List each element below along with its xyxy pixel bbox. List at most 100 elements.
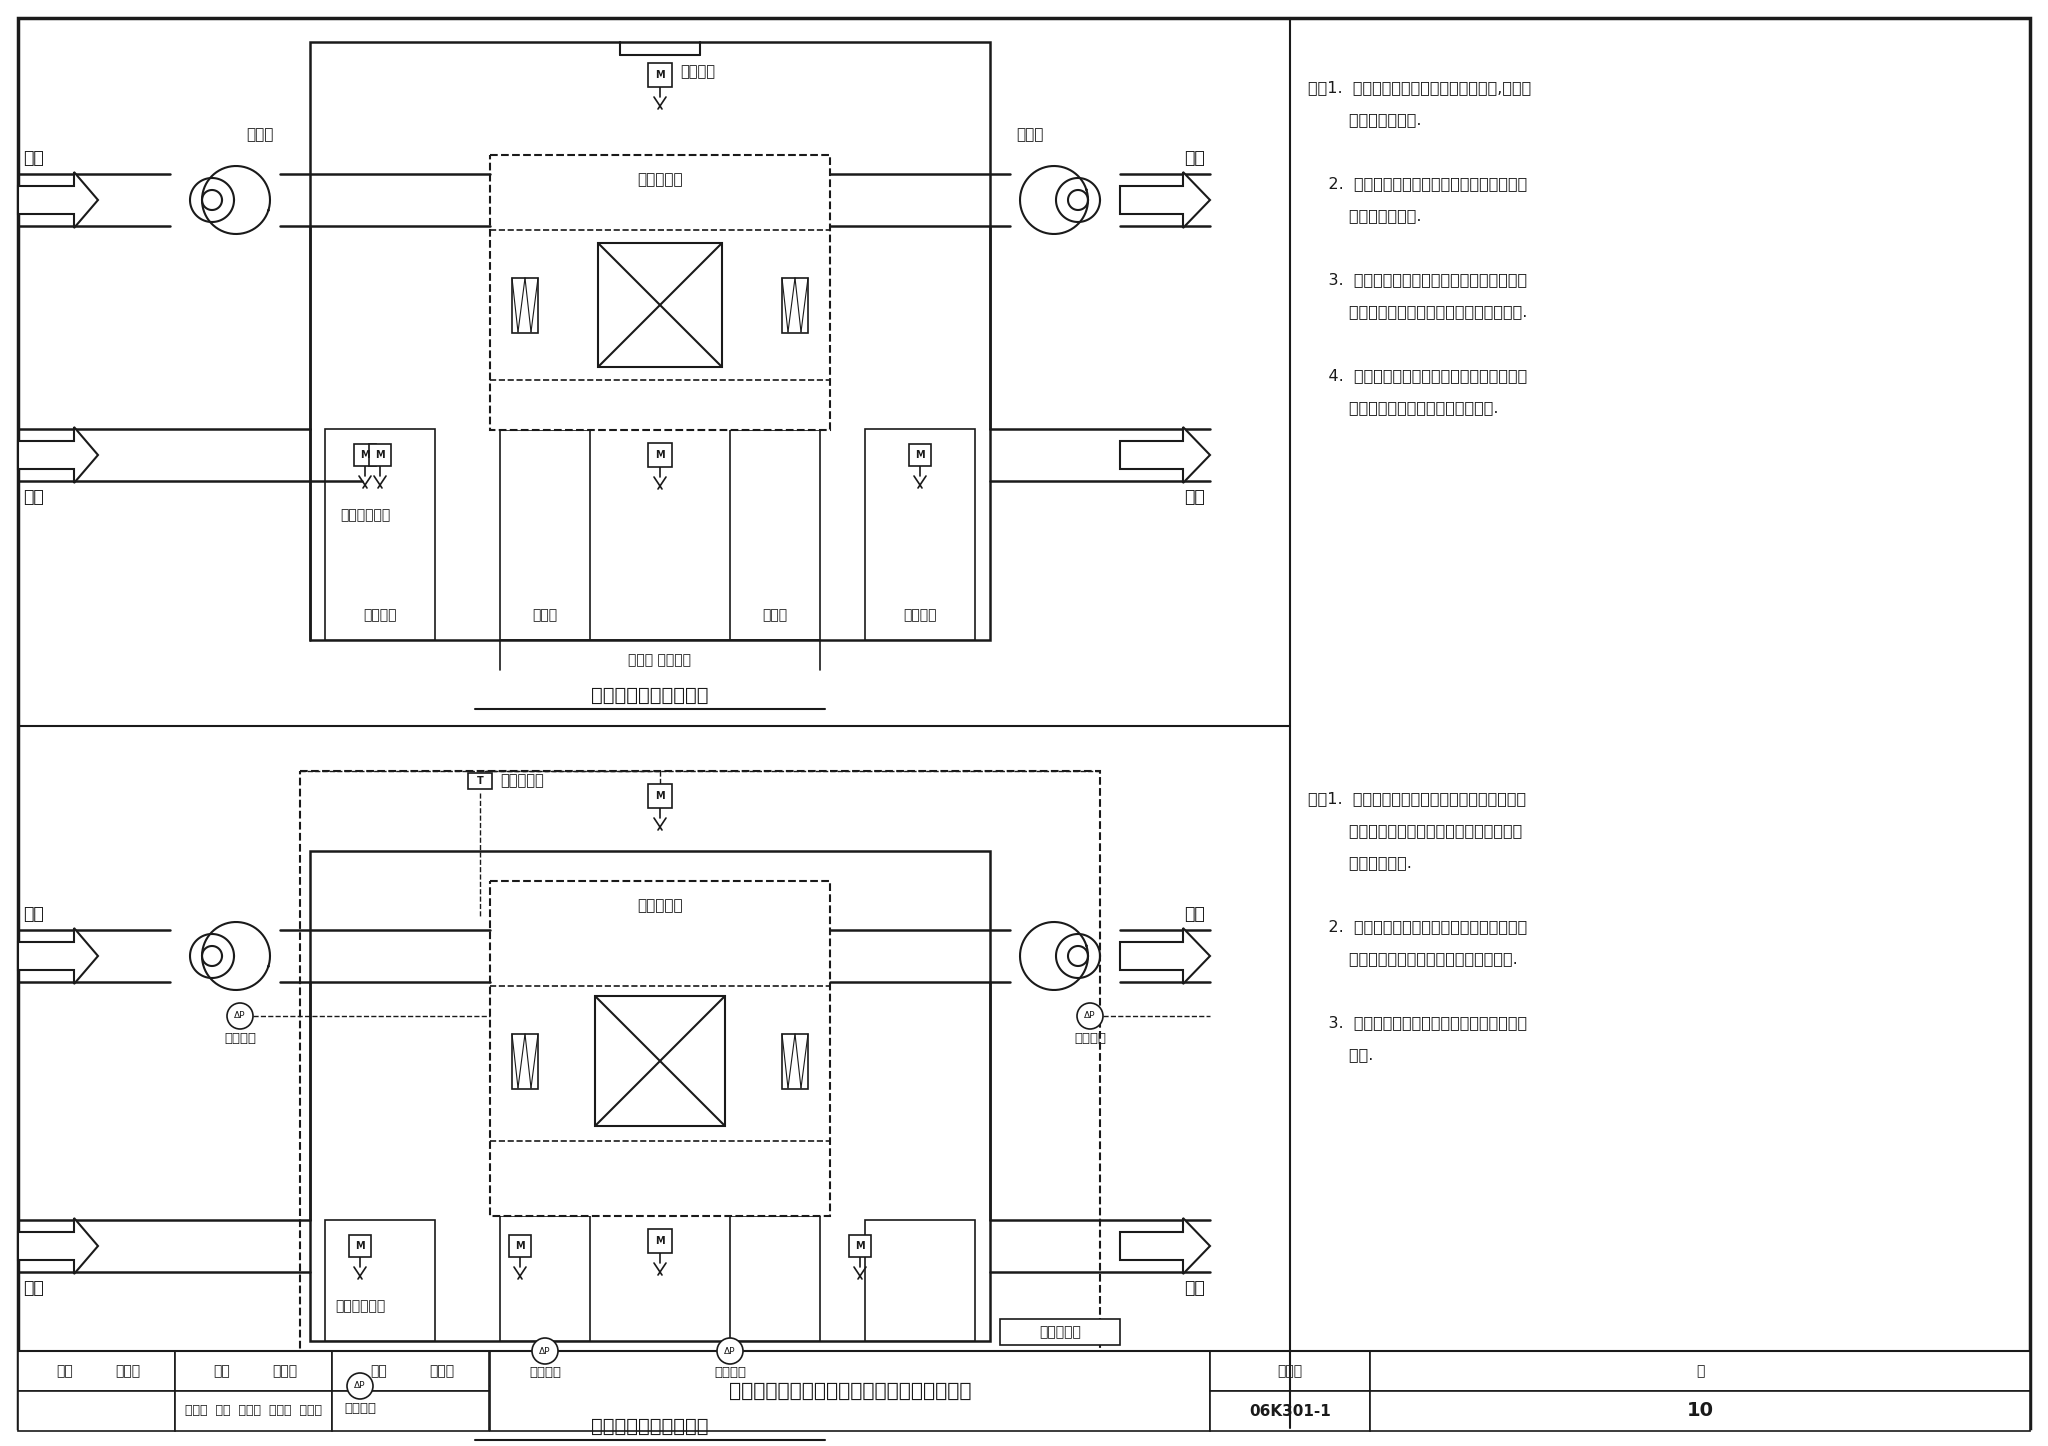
- Bar: [510, 1235, 530, 1257]
- Text: 旁通控制器: 旁通控制器: [1038, 1325, 1081, 1339]
- Bar: [299, 771, 1100, 1387]
- Text: 压差报警: 压差报警: [528, 1366, 561, 1379]
- Bar: [729, 429, 819, 641]
- Bar: [647, 64, 672, 87]
- Bar: [1210, 1351, 1370, 1391]
- Text: 冻的地区，新风入口可不设开关联锁风阀.: 冻的地区，新风入口可不设开关联锁风阀.: [1309, 304, 1528, 320]
- Bar: [596, 996, 725, 1126]
- Text: 注：1.  排风比较干净、不会污染换热器时,排风入: 注：1. 排风比较干净、不会污染换热器时,排风入: [1309, 80, 1532, 95]
- Bar: [1370, 1351, 2030, 1391]
- Bar: [326, 1220, 434, 1340]
- Text: 开关联锁风阀: 开关联锁风阀: [336, 1299, 385, 1313]
- Bar: [782, 1034, 809, 1089]
- Text: 管可不设过滤器.: 管可不设过滤器.: [1309, 208, 1421, 223]
- Bar: [864, 429, 975, 641]
- Text: 送风机: 送风机: [1016, 127, 1044, 143]
- Text: 新风换气机控制原理图: 新风换气机控制原理图: [592, 1417, 709, 1436]
- Text: 过滤器: 过滤器: [762, 607, 788, 622]
- Circle shape: [717, 1338, 743, 1364]
- Text: 送风: 送风: [1184, 905, 1204, 923]
- Text: 压差检测: 压差检测: [223, 1031, 256, 1044]
- Text: 审核: 审核: [57, 1364, 74, 1378]
- Text: 4.  在过渡季节利用全新风或冬季新风供冷不: 4. 在过渡季节利用全新风或冬季新风供冷不: [1309, 367, 1528, 383]
- Bar: [850, 1235, 870, 1257]
- Bar: [489, 155, 829, 429]
- Text: M: M: [655, 69, 666, 80]
- Text: 开启.: 开启.: [1309, 1047, 1374, 1061]
- Polygon shape: [1120, 928, 1210, 983]
- Bar: [332, 1351, 489, 1391]
- Polygon shape: [18, 1218, 98, 1274]
- Bar: [999, 1319, 1120, 1345]
- Bar: [369, 444, 391, 466]
- Text: ΔP: ΔP: [725, 1346, 735, 1355]
- Bar: [647, 1229, 672, 1254]
- Text: 排风: 排风: [23, 149, 43, 166]
- Text: 使用热交换器，此时开启旁通风管.: 使用热交换器，此时开启旁通风管.: [1309, 401, 1499, 415]
- Bar: [1370, 1391, 2030, 1432]
- Text: 开关联锁风阀: 开关联锁风阀: [340, 508, 389, 522]
- Bar: [647, 784, 672, 808]
- Text: 低于设定值时自动关闭风阀及送排风机.: 低于设定值时自动关闭风阀及送排风机.: [1309, 951, 1518, 966]
- Text: 设计: 设计: [371, 1364, 387, 1378]
- Text: 电动风阀: 电动风阀: [903, 607, 936, 622]
- Text: 求选择使用。防霜冻控制器根据各地气候: 求选择使用。防霜冻控制器根据各地气候: [1309, 823, 1522, 839]
- Text: M: M: [516, 1241, 524, 1251]
- Text: 10: 10: [1686, 1401, 1714, 1420]
- Circle shape: [1077, 1004, 1104, 1030]
- Bar: [512, 1034, 539, 1089]
- Bar: [598, 243, 723, 367]
- Text: M: M: [915, 450, 926, 460]
- Text: M: M: [856, 1241, 864, 1251]
- Polygon shape: [1120, 1218, 1210, 1274]
- Bar: [354, 444, 377, 466]
- Polygon shape: [18, 427, 98, 483]
- Text: 页: 页: [1696, 1364, 1704, 1378]
- Text: 过滤器: 过滤器: [532, 607, 557, 622]
- Bar: [864, 1220, 975, 1340]
- Text: M: M: [655, 1236, 666, 1246]
- Bar: [512, 278, 539, 333]
- Text: 排风: 排风: [1184, 487, 1204, 506]
- Text: 送风: 送风: [1184, 149, 1204, 166]
- Polygon shape: [1120, 427, 1210, 483]
- Text: 压差检测: 压差检测: [1073, 1031, 1106, 1044]
- Bar: [1210, 1391, 1370, 1432]
- Text: 压差报警: 压差报警: [715, 1366, 745, 1379]
- Text: 校对: 校对: [213, 1364, 231, 1378]
- Text: 李远学  校对  栾长辉  殷德刚  殷德刚: 李远学 校对 栾长辉 殷德刚 殷德刚: [184, 1404, 322, 1417]
- Text: 排风: 排风: [1184, 1280, 1204, 1297]
- Text: 2.  开关风阀与送排风机联锁开启。排风温度: 2. 开关风阀与送排风机联锁开启。排风温度: [1309, 920, 1528, 934]
- Text: T: T: [477, 777, 483, 787]
- Bar: [332, 1391, 489, 1432]
- Text: 新风换气机: 新风换气机: [637, 898, 682, 914]
- Text: M: M: [375, 450, 385, 460]
- Bar: [18, 1391, 174, 1432]
- Bar: [489, 881, 829, 1216]
- Text: M: M: [360, 450, 371, 460]
- Text: 2.  外置过滤器设于新风、排风总管时，旁通: 2. 外置过滤器设于新风、排风总管时，旁通: [1309, 176, 1528, 191]
- Text: 压差报警: 压差报警: [344, 1401, 377, 1414]
- Text: ΔP: ΔP: [1083, 1012, 1096, 1021]
- Text: 旁通风阀: 旁通风阀: [680, 65, 715, 80]
- Text: 过滤器 旁通风阀: 过滤器 旁通风阀: [629, 654, 692, 667]
- Text: 排风机: 排风机: [246, 127, 274, 143]
- Circle shape: [346, 1374, 373, 1398]
- Text: 注：1.  风机压差检测信号根据楼宇自控的整体要: 注：1. 风机压差检测信号根据楼宇自控的整体要: [1309, 791, 1526, 805]
- Bar: [309, 42, 989, 641]
- Text: 新风换气机: 新风换气机: [637, 172, 682, 188]
- Bar: [647, 442, 672, 467]
- Text: 图集号: 图集号: [1278, 1364, 1303, 1378]
- Text: 带旁通系统流程图、控制原理图（风机外置）: 带旁通系统流程图、控制原理图（风机外置）: [729, 1381, 971, 1401]
- Text: 防冻控制器: 防冻控制器: [500, 774, 545, 788]
- Polygon shape: [18, 172, 98, 228]
- Text: 3.  通过比较室内、外空气焓差控制旁通阀的: 3. 通过比较室内、外空气焓差控制旁通阀的: [1309, 1015, 1528, 1030]
- Text: M: M: [354, 1241, 365, 1251]
- Text: 新风: 新风: [23, 487, 43, 506]
- Text: 新风换气机系统流程图: 新风换气机系统流程图: [592, 685, 709, 704]
- Text: 3.  夏热冬暖地区、温和地区以及系统不会霜: 3. 夏热冬暖地区、温和地区以及系统不会霜: [1309, 272, 1528, 286]
- Bar: [18, 1351, 174, 1391]
- Polygon shape: [18, 928, 98, 983]
- Bar: [500, 429, 590, 641]
- Bar: [469, 774, 492, 790]
